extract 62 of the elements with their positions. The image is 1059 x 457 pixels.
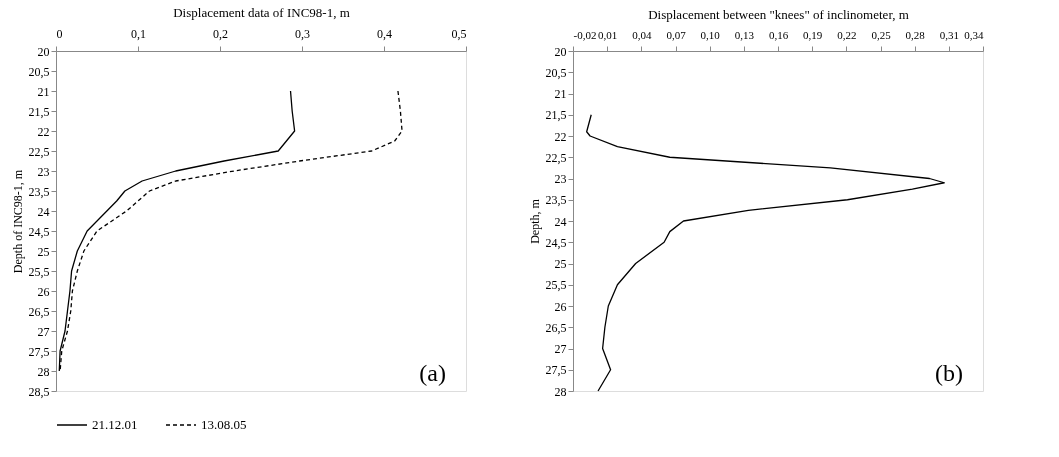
y-tick-label: 20 xyxy=(37,44,50,59)
x-tick-label: 0,22 xyxy=(837,28,857,41)
x-tick-label: 0,07 xyxy=(666,28,687,41)
y-tick-label: 25 xyxy=(37,244,50,259)
y-tick-label: 23,5 xyxy=(545,193,567,208)
x-axis-title: Displacement data of INC98-1, m xyxy=(173,4,350,20)
y-tick-label: 26,5 xyxy=(28,304,50,319)
x-axis-title: Displacement between "knees" of inclinometer, m xyxy=(648,6,909,22)
y-tick-label: 27,5 xyxy=(28,344,50,359)
y-tick-label: 24,5 xyxy=(28,224,50,239)
y-tick-label: 21 xyxy=(554,87,567,101)
y-tick-label: 23 xyxy=(554,172,567,186)
x-tick-label: 0,28 xyxy=(905,28,926,41)
x-tick-label: 0,34 xyxy=(964,28,984,41)
y-tick-label: 20 xyxy=(554,44,567,59)
y-tick-label: 23,5 xyxy=(28,184,50,199)
x-tick-label: 0 xyxy=(56,26,63,41)
y-tick-label: 27 xyxy=(37,324,50,339)
x-tick-label: 0,25 xyxy=(871,28,892,41)
x-tick-label: 0,31 xyxy=(939,28,959,41)
y-tick-label: 26 xyxy=(37,284,50,299)
y-axis-title: Depth of INC98-1, m xyxy=(10,169,25,274)
y-tick-label: 26,5 xyxy=(545,320,567,335)
y-tick-label: 25,5 xyxy=(28,264,50,279)
y-tick-label: 22 xyxy=(554,129,567,144)
x-tick-label: 0,1 xyxy=(131,26,146,41)
x-tick-label: 0,4 xyxy=(377,26,392,41)
y-tick-label: 25 xyxy=(554,257,567,271)
y-tick-label: 24,5 xyxy=(545,235,567,250)
y-tick-label: 21,5 xyxy=(28,104,50,119)
y-tick-label: 22 xyxy=(37,124,50,139)
y-tick-label: 26 xyxy=(554,299,567,314)
y-tick-label: 28 xyxy=(37,364,50,379)
y-axis-title: Depth, m xyxy=(527,198,542,244)
y-tick-label: 21 xyxy=(37,84,50,99)
x-tick-label: -0,02 xyxy=(573,28,597,41)
x-tick-label: 0,16 xyxy=(768,28,789,41)
x-tick-label: 0,5 xyxy=(451,26,467,41)
annotation: (b) xyxy=(935,360,963,386)
y-tick-label: 27 xyxy=(554,342,567,356)
y-tick-label: 24 xyxy=(37,204,50,219)
y-tick-label: 24 xyxy=(554,214,567,229)
y-tick-label: 20,5 xyxy=(545,65,567,80)
y-tick-label: 22,5 xyxy=(545,150,567,165)
y-tick-label: 25,5 xyxy=(545,278,567,293)
x-tick-label: 0,19 xyxy=(803,28,823,41)
y-tick-label: 28 xyxy=(554,384,567,399)
y-tick-label: 20,5 xyxy=(28,64,50,79)
y-tick-label: 27,5 xyxy=(545,363,567,378)
x-tick-label: 0,3 xyxy=(295,26,310,41)
legend-label: 13.08.05 xyxy=(201,417,247,432)
x-tick-label: 0,01 xyxy=(598,28,618,41)
x-tick-label: 0,04 xyxy=(632,28,652,41)
y-tick-label: 21,5 xyxy=(545,108,567,123)
y-tick-label: 23 xyxy=(37,164,50,179)
legend-label: 21.12.01 xyxy=(92,417,138,432)
y-tick-label: 28,5 xyxy=(28,384,50,399)
annotation: (a) xyxy=(419,360,446,386)
x-tick-label: 0,2 xyxy=(213,26,228,41)
x-tick-label: 0,10 xyxy=(700,28,721,41)
x-tick-label: 0,13 xyxy=(734,28,755,41)
y-tick-label: 22,5 xyxy=(28,144,50,159)
